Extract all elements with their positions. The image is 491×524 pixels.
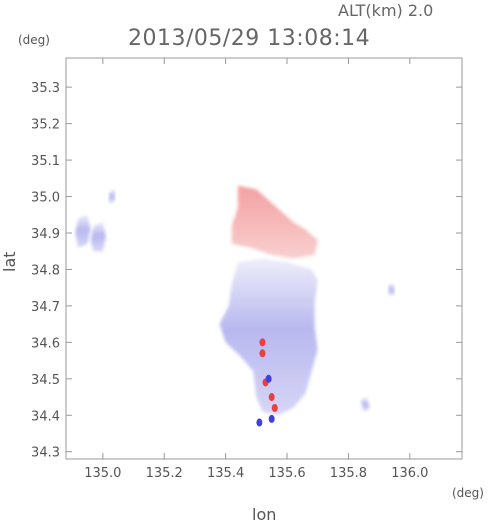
negative-velocity-region-5	[360, 397, 370, 412]
y-tick-label: 35.1	[31, 154, 60, 169]
y-tick-label: 34.3	[31, 446, 60, 461]
strong-negative-spot-5	[265, 374, 272, 383]
plot-frame	[65, 57, 463, 460]
negative-velocity-region-3	[90, 222, 106, 252]
x-tick-label: 136.0	[391, 466, 428, 481]
y-tick-label: 35.0	[31, 191, 60, 206]
data-layer	[75, 185, 395, 427]
strong-positive-spot-1	[259, 349, 266, 358]
strong-negative-spot-7	[268, 414, 275, 423]
x-tick-label: 135.6	[268, 466, 305, 481]
x-tick-label: 135.2	[146, 466, 183, 481]
y-axis-unit: (deg)	[18, 33, 50, 47]
negative-velocity-region-2	[75, 214, 91, 248]
negative-velocity-region-1	[219, 258, 318, 416]
altitude-label: ALT(km) 2.0	[338, 1, 434, 20]
negative-velocity-region-4	[108, 189, 116, 204]
axis-layer: 34.3 34.4 34.5 34.6 34.7 34.8 34.9 35.0 35.1 35.2…	[31, 58, 462, 481]
y-tick-label: 35.2	[31, 118, 60, 133]
positive-velocity-region-0	[231, 185, 318, 259]
x-tick-label: 135.8	[330, 466, 367, 481]
y-tick-label: 34.4	[31, 409, 60, 424]
x-tick-label: 135.0	[84, 466, 121, 481]
y-tick-label: 34.8	[31, 263, 60, 278]
y-tick-label: 34.9	[31, 227, 60, 242]
x-axis-label: lon	[252, 505, 277, 524]
strong-positive-spot-0	[259, 338, 266, 347]
strong-positive-spot-2	[268, 393, 275, 402]
strong-positive-spot-3	[271, 403, 278, 412]
x-axis-unit: (deg)	[452, 486, 484, 500]
strong-negative-spot-6	[256, 418, 263, 427]
timestamp-title: 2013/05/29 13:08:14	[128, 26, 371, 51]
negative-velocity-region-6	[388, 284, 395, 295]
y-tick-label: 34.7	[31, 300, 60, 315]
y-tick-label: 34.5	[31, 373, 60, 388]
y-tick-label: 34.6	[31, 336, 60, 351]
x-tick-label: 135.4	[207, 466, 244, 481]
y-tick-label: 35.3	[31, 81, 60, 96]
